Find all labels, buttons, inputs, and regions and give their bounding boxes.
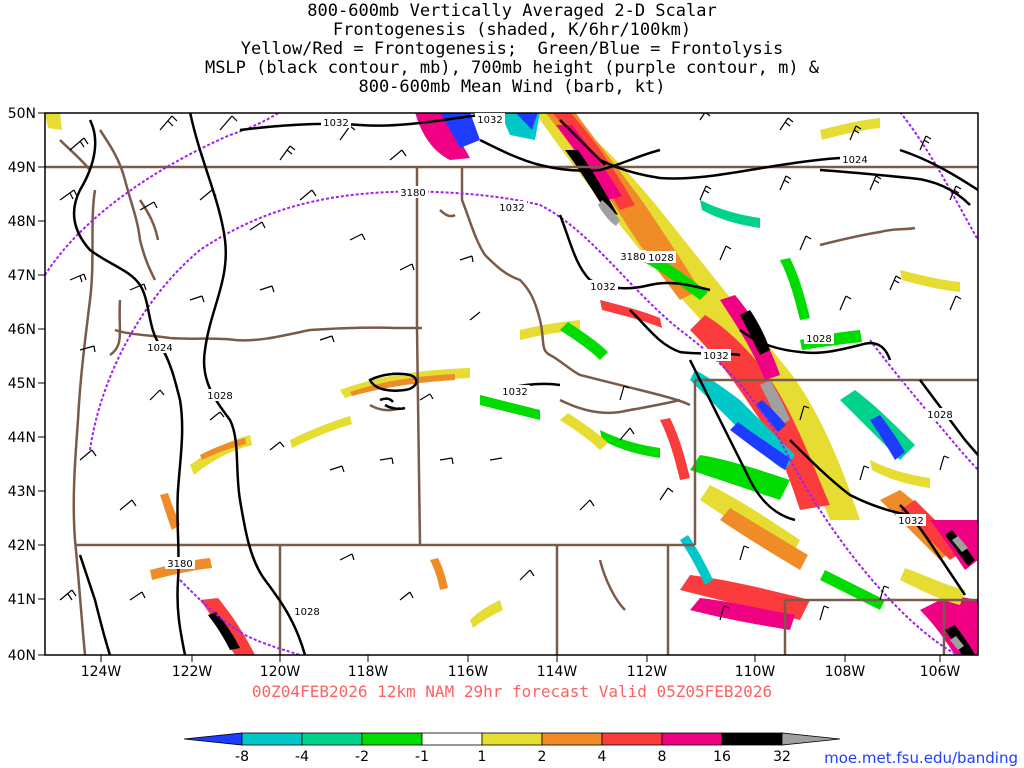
mslp-label: 1032: [703, 351, 728, 362]
map-background: [45, 113, 978, 655]
colorbar-label: 2: [538, 749, 547, 765]
lat-label-43n: 43N: [8, 484, 36, 500]
colorbar-swatch: [481, 732, 543, 746]
colorbar-swatch: [241, 732, 303, 746]
mslp-label: 1028: [927, 410, 952, 421]
lat-label-49n: 49N: [8, 160, 36, 176]
wind-barbs: [59, 113, 962, 621]
lat-label-41n: 41N: [8, 592, 36, 608]
colorbar-label: -2: [355, 749, 369, 765]
colorbar-label: 8: [658, 749, 667, 765]
colorbar-swatch: [183, 732, 243, 746]
colorbar-label: 32: [773, 749, 791, 765]
colorbar-swatch: [721, 732, 783, 746]
lat-label-44n: 44N: [8, 430, 36, 446]
colorbar-swatch: [301, 732, 363, 746]
lat-axis: [38, 112, 45, 656]
credit-link[interactable]: moe.met.fsu.edu/banding: [824, 749, 1018, 767]
colorbar-label: 4: [598, 749, 607, 765]
colorbar-swatch: [421, 732, 483, 746]
lon-axis: [100, 655, 941, 662]
colorbar-label: 1: [478, 749, 487, 765]
height-contours: [45, 113, 978, 655]
lon-label-116w: 116W: [448, 664, 489, 680]
colorbar: -8 -4 -2 -1 1 2 4 8 16 32: [183, 732, 841, 765]
colorbar-swatch: [661, 732, 723, 746]
lon-label-124w: 124W: [81, 664, 122, 680]
frontogenesis-shading: [45, 113, 978, 655]
mslp-label: 1028: [294, 607, 319, 618]
lat-label-46n: 46N: [8, 322, 36, 338]
title-line-3: Yellow/Red = Frontogenesis; Green/Blue =…: [240, 39, 784, 59]
title-line-5: 800-600mb Mean Wind (barb, kt): [358, 77, 666, 97]
map-frame: [44, 112, 979, 656]
colorbar-swatch: [781, 732, 841, 746]
title-line-4: MSLP (black contour, mb), 700mb height (…: [204, 58, 820, 78]
lon-label-118w: 118W: [348, 664, 389, 680]
valid-time: 00Z04FEB2026 12km NAM 29hr forecast Vali…: [251, 682, 773, 701]
colorbar-swatch: [541, 732, 603, 746]
lon-label-110w: 110W: [735, 664, 776, 680]
colorbar-swatch: [361, 732, 423, 746]
mslp-label: 1032: [590, 282, 615, 293]
contour-labels: 1032 1032 1032 1024 1032 1028 1028 1024 …: [145, 113, 955, 618]
mslp-label: 1032: [477, 115, 502, 126]
colorbar-label: -4: [295, 749, 309, 765]
lon-label-122w: 122W: [172, 664, 213, 680]
mslp-label: 1024: [842, 155, 867, 166]
height-label: 3180: [620, 252, 645, 263]
lon-label-120w: 120W: [260, 664, 301, 680]
lon-label-108w: 108W: [825, 664, 866, 680]
state-borders: [45, 129, 978, 655]
lat-label-47n: 47N: [8, 268, 36, 284]
lat-label-45n: 45N: [8, 376, 36, 392]
lon-label-106w: 106W: [920, 664, 961, 680]
mslp-label: 1028: [648, 253, 673, 264]
colorbar-label: 16: [713, 749, 731, 765]
colorbar-label: -8: [235, 749, 249, 765]
height-label: 3180: [167, 559, 192, 570]
colorbar-label: -1: [415, 749, 429, 765]
mslp-label: 1032: [323, 118, 348, 129]
lon-label-112w: 112W: [627, 664, 668, 680]
mslp-label: 1032: [898, 516, 923, 527]
title-line-2: Frontogenesis (shaded, K/6hr/100km): [332, 20, 692, 40]
colorbar-swatch: [601, 732, 663, 746]
lon-label-114w: 114W: [537, 664, 578, 680]
lat-label-42n: 42N: [8, 538, 36, 554]
chart-title: 800-600mb Vertically Averaged 2-D Scalar…: [0, 2, 1024, 97]
height-label: 3180: [400, 188, 425, 199]
title-line-1: 800-600mb Vertically Averaged 2-D Scalar: [307, 1, 717, 21]
mslp-label: 1028: [806, 334, 831, 345]
lat-label-48n: 48N: [8, 214, 36, 230]
mslp-contours: [72, 113, 978, 655]
mslp-label: 1032: [502, 387, 527, 398]
lat-label-50n: 50N: [8, 106, 36, 122]
mslp-label: 1028: [207, 391, 232, 402]
lat-label-40n: 40N: [8, 648, 36, 664]
mslp-label: 1024: [147, 343, 172, 354]
mslp-label: 1032: [499, 203, 524, 214]
